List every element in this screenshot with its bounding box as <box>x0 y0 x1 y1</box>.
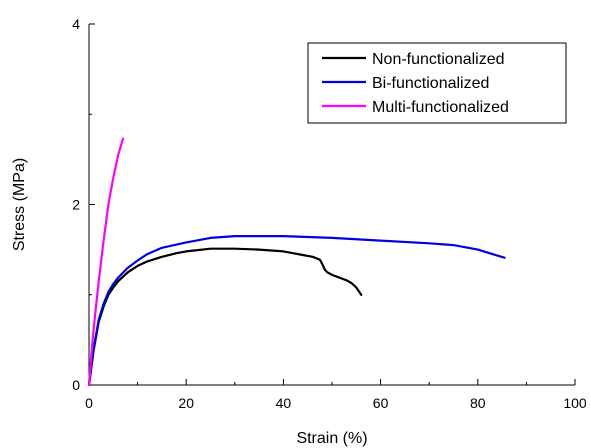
x-tick-label: 80 <box>470 395 486 411</box>
y-axis-title: Stress (MPa) <box>11 158 28 251</box>
x-tick-label: 0 <box>85 395 93 411</box>
y-tick-label: 0 <box>72 377 80 393</box>
legend-label: Multi-functionalized <box>372 99 509 116</box>
x-tick-label: 60 <box>373 395 389 411</box>
series-lines <box>87 137 506 387</box>
x-tick-label: 100 <box>563 395 587 411</box>
legend: Non-functionalized Bi-functionalized Multi… <box>307 42 567 124</box>
legend-label: Bi-functionalized <box>372 75 489 92</box>
series-line-3 <box>87 137 125 387</box>
y-tick-label: 2 <box>72 197 80 213</box>
axes: 0 20 40 60 80 100 0 2 4 <box>72 16 587 411</box>
x-axis-title: Strain (%) <box>296 430 367 447</box>
x-tick-label: 20 <box>178 395 194 411</box>
legend-label: Non-functionalized <box>372 51 505 68</box>
series-line-1 <box>87 247 363 387</box>
y-tick-label: 4 <box>72 16 80 32</box>
x-tick-label: 40 <box>276 395 292 411</box>
series-line-2 <box>87 235 506 387</box>
